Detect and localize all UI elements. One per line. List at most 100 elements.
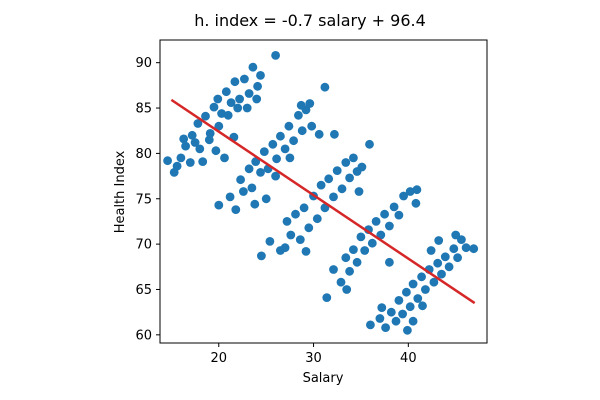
scatter-point xyxy=(394,210,404,220)
scatter-point xyxy=(253,81,262,91)
scatter-point xyxy=(413,294,423,303)
scatter-point xyxy=(220,153,229,163)
scatter-point xyxy=(349,245,358,255)
y-tick-label: 60 xyxy=(135,328,152,343)
scatter-point xyxy=(244,89,254,98)
scatter-point xyxy=(233,103,243,113)
scatter-point xyxy=(377,303,387,312)
scatter-point xyxy=(307,121,317,131)
scatter-point xyxy=(240,74,249,84)
scatter-point xyxy=(285,153,295,163)
scatter-point xyxy=(251,157,261,167)
scatter-point xyxy=(341,253,351,263)
scatter-point xyxy=(231,205,241,215)
scatter-point xyxy=(195,144,205,154)
scatter-point xyxy=(408,279,418,289)
scatter-point xyxy=(352,257,362,267)
y-tick-label: 85 xyxy=(135,102,152,117)
y-tick-label: 75 xyxy=(135,192,152,207)
scatter-point xyxy=(172,161,182,171)
scatter-point xyxy=(214,200,224,210)
scatter-point xyxy=(193,119,203,128)
scatter-point xyxy=(312,214,322,224)
scatter-point xyxy=(291,209,300,219)
scatter-point xyxy=(265,237,275,246)
scatter-point xyxy=(271,171,280,181)
scatter-point xyxy=(449,244,459,254)
x-tick-label: 30 xyxy=(305,351,322,366)
scatter-point xyxy=(221,87,231,97)
scatter-point xyxy=(469,244,479,254)
scatter-point xyxy=(280,144,290,154)
scatter-point xyxy=(411,198,421,208)
scatter-point xyxy=(367,238,377,248)
scatter-point xyxy=(185,158,195,167)
scatter-point xyxy=(345,266,354,276)
scatter-point xyxy=(248,62,258,72)
scatter-point xyxy=(440,252,450,262)
scatter-point xyxy=(276,131,285,141)
scatter-point xyxy=(451,230,461,240)
scatter-point xyxy=(360,246,370,255)
scatter-point xyxy=(176,153,186,163)
scatter-point xyxy=(394,296,404,305)
scatter-point xyxy=(329,192,338,202)
scatter-point xyxy=(261,194,271,204)
scatter-point xyxy=(187,130,197,140)
y-axis: 60 65 70 75 80 85 90 xyxy=(135,56,160,343)
scatter-point xyxy=(286,230,296,240)
scatter-point xyxy=(256,71,265,80)
y-tick-label: 65 xyxy=(135,283,152,298)
scatter-point xyxy=(284,121,294,131)
scatter-point xyxy=(250,199,260,209)
scatter-point xyxy=(305,99,315,108)
scatter-point xyxy=(385,257,394,267)
scatter-point xyxy=(297,126,307,136)
scatter-point xyxy=(239,187,248,196)
scatter-point xyxy=(354,187,364,196)
scatter-point xyxy=(299,203,309,213)
scatter-point xyxy=(225,192,235,202)
scatter-point xyxy=(316,180,326,190)
scatter-point xyxy=(391,316,401,326)
scatter-point xyxy=(282,217,292,226)
scatter-point xyxy=(426,246,436,255)
x-axis: 20 30 40 xyxy=(210,343,417,366)
scatter-point xyxy=(398,309,407,319)
scatter-point xyxy=(214,121,224,131)
scatter-point xyxy=(198,157,208,167)
scatter-point xyxy=(163,156,173,166)
scatter-point xyxy=(242,103,252,113)
scatter-point xyxy=(190,138,200,147)
scatter-point xyxy=(324,174,334,184)
scatter-point xyxy=(376,230,386,240)
scatter-point xyxy=(271,51,280,60)
scatter-point xyxy=(386,307,396,317)
scatter-point xyxy=(357,162,367,172)
x-axis-label: Salary xyxy=(303,371,344,386)
scatter-point xyxy=(295,235,305,245)
scatter-point xyxy=(201,111,210,121)
scatter-point xyxy=(417,272,426,282)
scatter-point xyxy=(289,136,298,146)
scatter-point xyxy=(280,243,290,253)
scatter-point xyxy=(247,183,257,193)
scatter-point xyxy=(294,110,303,120)
plot-area xyxy=(159,39,488,344)
scatter-point xyxy=(226,98,236,107)
scatter-point xyxy=(342,285,352,294)
scatter-point xyxy=(356,232,366,242)
scatter-point xyxy=(337,184,347,194)
scatter-point xyxy=(421,285,430,294)
scatter-point xyxy=(314,129,324,139)
scatter-point xyxy=(365,139,374,149)
trend-line xyxy=(170,98,476,305)
scatter-point xyxy=(320,82,330,92)
scatter-point xyxy=(405,302,415,312)
scatter-point xyxy=(329,265,338,274)
y-tick-label: 90 xyxy=(135,56,152,71)
scatter-point xyxy=(223,110,233,120)
scatter-point xyxy=(322,293,332,302)
scatter-point xyxy=(433,258,443,268)
